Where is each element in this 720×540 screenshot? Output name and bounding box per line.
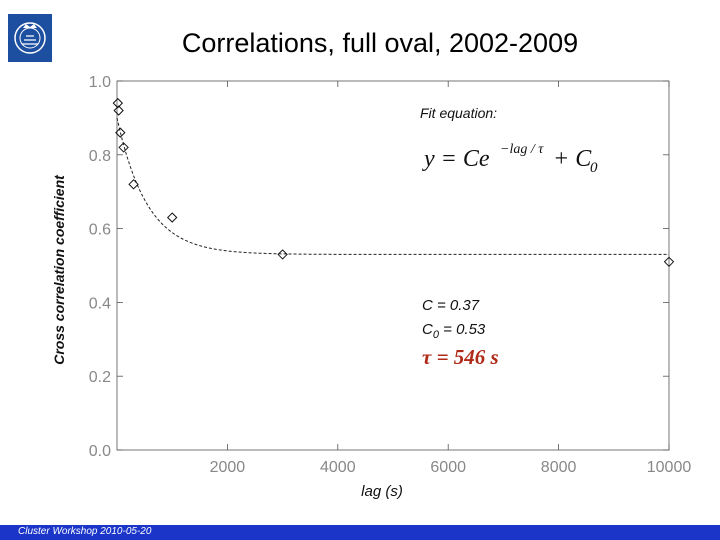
svg-text:0: 0 <box>590 160 598 176</box>
data-point <box>663 256 675 268</box>
x-tick-label: 8000 <box>541 459 577 476</box>
y-axis-label: Cross correlation coefficient <box>51 174 67 365</box>
c0-label: C0 = 0.53 <box>422 321 486 341</box>
fit-equation: y = Ce −lag / τ + C 0 <box>422 142 598 176</box>
c-label: C = 0.37 <box>422 297 480 314</box>
y-tick-label: 1.0 <box>89 74 111 91</box>
footer-text: Cluster Workshop 2010-05-20 <box>18 526 152 537</box>
data-point <box>112 97 124 109</box>
plot-frame <box>116 80 670 451</box>
fit-equation-label: Fit equation: <box>420 105 497 121</box>
data-points <box>112 97 675 268</box>
y-tick-label: 0.0 <box>89 443 111 460</box>
svg-text:+ C: + C <box>553 146 592 172</box>
data-point <box>115 127 126 138</box>
svg-text:y = Ce: y = Ce <box>422 146 490 172</box>
data-point <box>118 142 129 153</box>
c0-letter: C <box>422 321 433 338</box>
x-axis-label: lag (s) <box>361 483 403 500</box>
data-point <box>128 179 139 190</box>
data-point <box>113 105 124 116</box>
fit-curve <box>116 117 669 255</box>
y-tick-label: 0.4 <box>89 295 111 312</box>
tau-label: τ = 546 s <box>422 345 499 369</box>
y-tick-label: 0.8 <box>89 148 111 165</box>
y-tick-label: 0.6 <box>89 222 111 239</box>
x-tick-label: 2000 <box>210 459 246 476</box>
x-tick-label: 4000 <box>320 459 356 476</box>
y-tick-label: 0.2 <box>89 369 111 386</box>
x-tick-label: 6000 <box>430 459 466 476</box>
x-axis-ticks: 2000 4000 6000 8000 10000 <box>210 81 692 476</box>
data-point <box>166 212 178 223</box>
y-axis-ticks: 0.0 0.2 0.4 0.6 0.8 1.0 <box>89 74 669 460</box>
x-tick-label: 10000 <box>647 459 692 476</box>
footer-bar: Cluster Workshop 2010-05-20 <box>0 525 720 540</box>
c0-value: = 0.53 <box>439 321 486 338</box>
data-point <box>277 249 288 260</box>
svg-text:−lag / τ: −lag / τ <box>500 142 544 157</box>
page-title: Correlations, full oval, 2002-2009 <box>181 28 579 58</box>
c0-subscript: 0 <box>433 329 440 341</box>
kth-logo <box>8 14 52 62</box>
